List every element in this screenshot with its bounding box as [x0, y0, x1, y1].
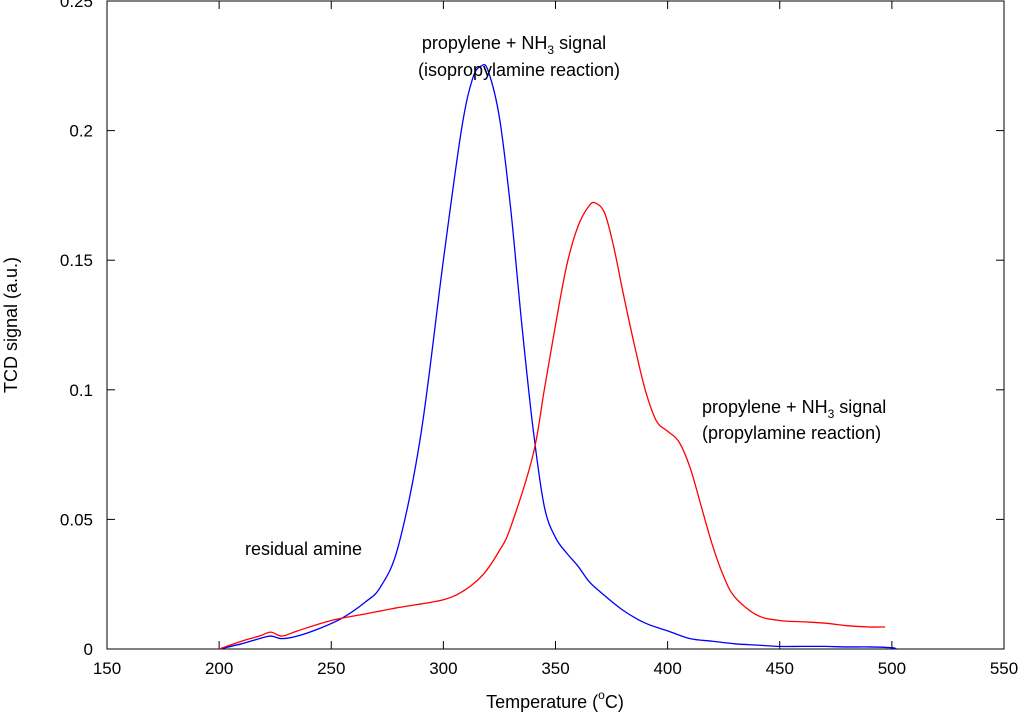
y-axis-title: TCD signal (a.u.) [1, 257, 21, 393]
annotation-red-peak-line1: propylene + NH3 signal [702, 397, 886, 421]
y-tick-label: 0.1 [69, 381, 93, 400]
annotation-blue-peak-line1: propylene + NH3 signal [422, 33, 606, 57]
y-tick-label: 0.05 [60, 510, 93, 529]
x-axis-ticks: 150 200 250 300 350 400 450 500 550 [93, 1, 1018, 678]
x-tick-label: 250 [317, 659, 345, 678]
y-tick-label: 0.25 [60, 0, 93, 11]
series-line-1 [218, 201, 886, 650]
series-layer [218, 63, 897, 650]
x-tick-label: 500 [878, 659, 906, 678]
annotation-blue-peak-line2: (isopropylamine reaction) [418, 60, 620, 80]
annotation-red-peak-line2: (propylamine reaction) [702, 423, 881, 443]
y-tick-label: 0 [84, 640, 93, 659]
x-tick-label: 400 [653, 659, 681, 678]
x-tick-label: 450 [766, 659, 794, 678]
series-line-0 [218, 63, 897, 650]
x-tick-label: 550 [990, 659, 1018, 678]
y-axis-ticks: 0 0.05 0.1 0.15 0.2 0.25 [60, 0, 1004, 659]
annotation-residual-amine: residual amine [245, 539, 362, 559]
x-axis-title: Temperature (oC) [486, 688, 624, 712]
y-tick-label: 0.2 [69, 122, 93, 141]
x-tick-label: 350 [541, 659, 569, 678]
x-tick-label: 200 [205, 659, 233, 678]
y-tick-label: 0.15 [60, 251, 93, 270]
x-tick-label: 300 [429, 659, 457, 678]
x-tick-label: 150 [93, 659, 121, 678]
